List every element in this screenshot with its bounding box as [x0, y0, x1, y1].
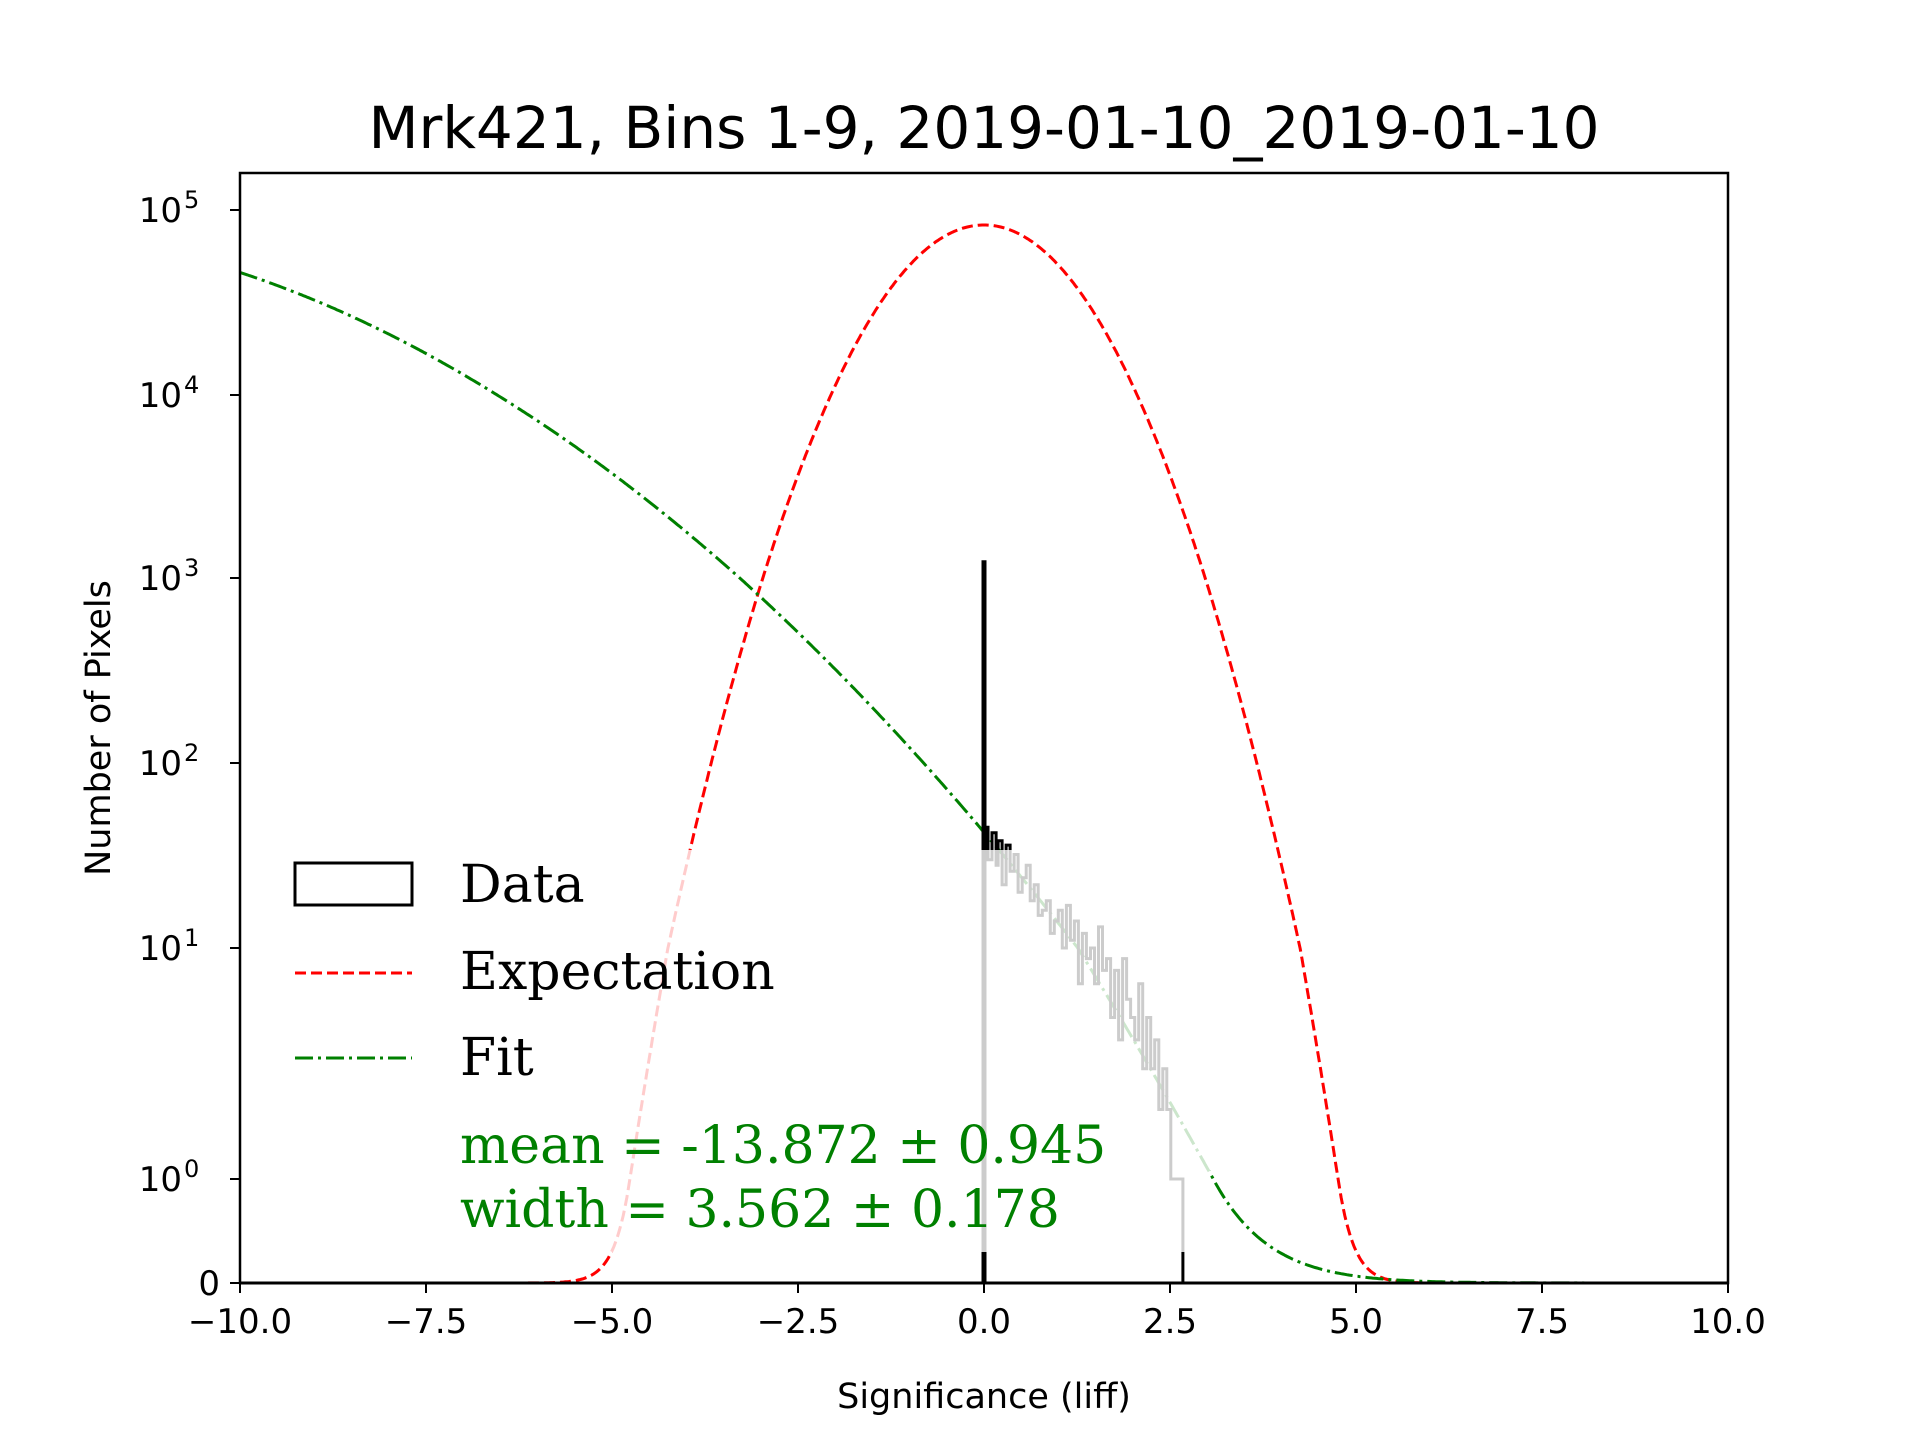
legend-label-fit: Fit: [460, 1028, 534, 1088]
y-tick-label: 10: [139, 559, 182, 599]
y-tick-exponent: 1: [184, 924, 199, 952]
x-axis-label: Significance (liff): [837, 1377, 1131, 1417]
fit-width-annotation: width = 3.562 ± 0.178: [460, 1180, 1060, 1240]
y-axis-label: Number of Pixels: [79, 580, 119, 876]
x-tick-label: −10.0: [188, 1302, 292, 1342]
y-tick-label: 10: [139, 191, 182, 231]
y-tick-exponent: 0: [184, 1155, 199, 1183]
y-tick-label: 10: [139, 1160, 182, 1200]
y-tick-label: 0: [198, 1264, 220, 1304]
chart-title: Mrk421, Bins 1-9, 2019-01-10_2019-01-10: [368, 94, 1599, 162]
x-tick-label: −5.0: [571, 1302, 654, 1342]
y-tick-exponent: 5: [184, 186, 199, 214]
y-tick-exponent: 4: [184, 371, 199, 399]
x-tick-label: 7.5: [1515, 1302, 1569, 1342]
x-tick-label: 0.0: [957, 1302, 1011, 1342]
y-tick-exponent: 3: [184, 554, 199, 582]
x-axis: −10.0 −7.5 −5.0 −2.5 0.0 2.5 5.0 7.5 10.0: [188, 1283, 1766, 1342]
y-tick-exponent: 2: [184, 739, 199, 767]
legend-label-data: Data: [460, 855, 585, 915]
x-tick-label: −7.5: [385, 1302, 468, 1342]
x-tick-label: 5.0: [1329, 1302, 1383, 1342]
y-tick-label: 10: [139, 744, 182, 784]
legend-box: [258, 850, 1210, 1252]
y-tick-label: 10: [139, 929, 182, 969]
y-tick-label: 10: [139, 376, 182, 416]
x-tick-label: 2.5: [1143, 1302, 1197, 1342]
legend-swatch-data: [293, 861, 414, 907]
legend: Data Expectation Fit mean = -13.872 ± 0.…: [293, 855, 1106, 1240]
legend-label-expectation: Expectation: [460, 942, 775, 1002]
x-tick-label: −2.5: [757, 1302, 840, 1342]
x-tick-label: 10.0: [1690, 1302, 1766, 1342]
fit-mean-annotation: mean = -13.872 ± 0.945: [460, 1116, 1106, 1176]
